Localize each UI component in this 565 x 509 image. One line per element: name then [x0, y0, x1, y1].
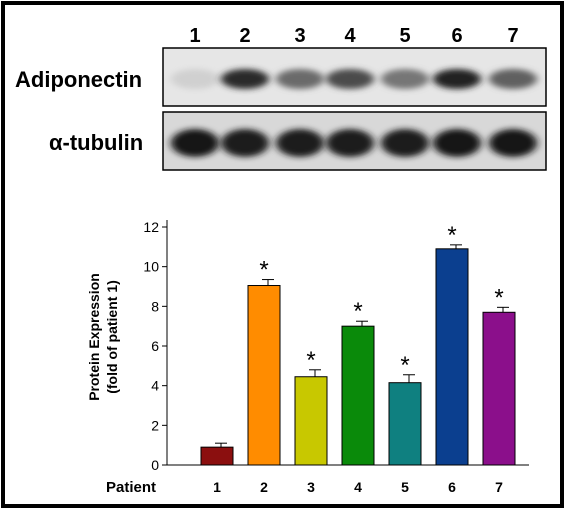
x-tick-label: 7 — [495, 479, 503, 495]
y-axis: 0 2 4 6 8 10 12 — [143, 219, 167, 473]
x-tick-label: 4 — [354, 479, 362, 495]
blot-band — [489, 69, 537, 89]
blot-row-label: Adiponectin — [15, 67, 142, 92]
bar — [200, 446, 234, 466]
bar — [388, 382, 422, 466]
x-tick-label: 5 — [401, 479, 409, 495]
y-axis-title: Protein Expression (fold of patient 1) — [86, 273, 120, 401]
significance-marker: * — [400, 352, 409, 379]
blot-band — [381, 69, 429, 89]
blot-band — [489, 129, 537, 157]
y-axis-title-line: Protein Expression — [86, 273, 102, 401]
significance-marker: * — [306, 347, 315, 374]
adiponectin-bands — [171, 69, 537, 89]
x-tick-label: 3 — [307, 479, 315, 495]
y-tick-label: 4 — [151, 378, 159, 394]
bars: * * * * * * — [200, 222, 516, 466]
y-tick-label: 0 — [151, 457, 159, 473]
y-tick-label: 10 — [143, 259, 159, 275]
blot-band — [381, 129, 429, 157]
blot-band — [276, 129, 324, 157]
bar — [294, 376, 328, 466]
lane-label: 5 — [399, 25, 410, 47]
y-tick-label: 8 — [151, 298, 159, 314]
blot-band — [326, 129, 374, 157]
figure-canvas: 1 2 3 4 5 6 7 Adiponectin α-tubulin Prot… — [15, 25, 547, 496]
tubulin-bands — [171, 129, 537, 157]
lane-label: 4 — [344, 25, 356, 47]
y-axis-title-line: (fold of patient 1) — [104, 280, 120, 394]
blot-band — [433, 129, 481, 157]
x-tick-label: 6 — [448, 479, 456, 495]
x-axis-title: Patient — [106, 479, 156, 496]
lane-label: 6 — [451, 25, 462, 47]
significance-marker: * — [494, 284, 503, 311]
bar — [435, 248, 469, 466]
y-tick-label: 2 — [151, 417, 159, 433]
blot-band — [171, 129, 219, 157]
bar — [247, 285, 281, 466]
y-tick-label: 12 — [143, 219, 159, 235]
blot-band — [276, 69, 324, 89]
lane-labels: 1 2 3 4 5 6 7 — [189, 25, 518, 47]
lane-label: 2 — [239, 25, 250, 47]
blot-band — [221, 129, 269, 157]
blot-band — [221, 69, 269, 89]
lane-label: 3 — [294, 25, 305, 47]
x-tick-label: 1 — [213, 479, 221, 495]
tubulin-blot — [162, 111, 547, 171]
significance-marker: * — [447, 222, 456, 249]
blot-band — [171, 69, 219, 89]
blot-band — [433, 69, 481, 89]
bar-chart: Protein Expression (fold of patient 1) 0… — [86, 219, 529, 496]
y-tick-label: 6 — [151, 338, 159, 354]
significance-marker: * — [259, 257, 268, 284]
lane-label: 7 — [507, 25, 518, 47]
lane-label: 1 — [189, 25, 200, 47]
blot-row-label: α-tubulin — [49, 130, 143, 155]
bar — [482, 311, 516, 466]
x-axis-tick-labels: 1 2 3 4 5 6 7 — [213, 479, 503, 495]
blot-band — [326, 69, 374, 89]
x-tick-label: 2 — [260, 479, 268, 495]
significance-marker: * — [353, 298, 362, 325]
bar — [341, 325, 375, 466]
adiponectin-blot — [162, 47, 547, 107]
